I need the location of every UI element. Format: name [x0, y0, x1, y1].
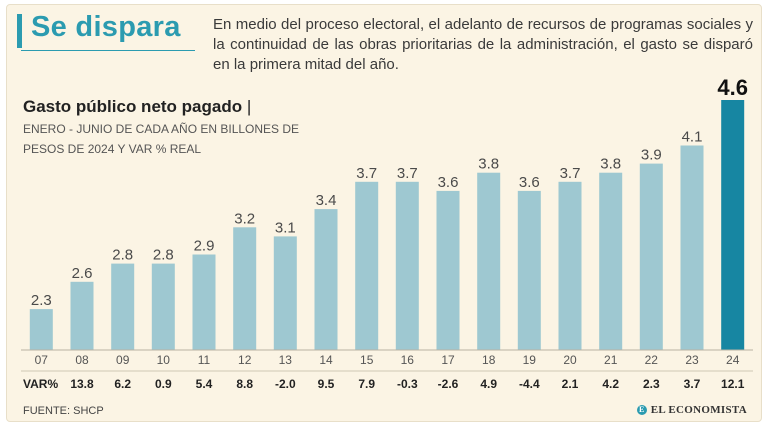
- source-note: FUENTE: SHCP: [23, 405, 104, 417]
- headline: Se dispara: [31, 11, 181, 43]
- value-label-09: 2.8: [112, 247, 133, 264]
- bar-chart: 2.3 2.6 2.8 2.8 2.9 3.2 3.1 3.4 3.7 3.7 3.6 3.8 3.6 3…: [21, 75, 753, 391]
- x-tick-20: 20: [563, 353, 577, 367]
- var-header-label: VAR%: [23, 377, 58, 391]
- chart-title: Gasto público neto pagado |: [23, 97, 251, 117]
- var-value-17: -2.6: [438, 377, 459, 391]
- x-tick-18: 18: [482, 353, 496, 367]
- bar-20: [558, 181, 582, 350]
- deck-text: En medio del proceso electoral, el adela…: [213, 16, 753, 73]
- bar-23: [680, 145, 704, 350]
- var-value-21: 4.2: [602, 377, 619, 391]
- x-tick-labels-layer: 07 08 09 10 11 12 13 14 15 16 17 18 19 20 21 22 23 24: [35, 353, 740, 367]
- brand-mark-icon: E: [636, 405, 647, 415]
- headline-accent-bar: [17, 14, 22, 48]
- bar-15: [355, 181, 379, 350]
- value-label-19: 3.6: [519, 174, 540, 191]
- x-tick-08: 08: [75, 353, 89, 367]
- var-value-11: 5.4: [196, 377, 213, 391]
- x-tick-23: 23: [685, 353, 699, 367]
- brand-logo: E EL ECONOMISTA: [636, 404, 747, 416]
- var-value-13: -2.0: [275, 377, 296, 391]
- var-value-12: 8.8: [236, 377, 253, 391]
- value-label-15: 3.7: [356, 165, 377, 182]
- x-tick-16: 16: [401, 353, 415, 367]
- bar-12: [233, 227, 257, 350]
- x-tick-13: 13: [279, 353, 293, 367]
- bar-16: [395, 181, 419, 350]
- var-value-20: 2.1: [562, 377, 579, 391]
- bar-09: [111, 263, 135, 350]
- brand-name: EL ECONOMISTA: [650, 404, 747, 416]
- bar-14: [314, 209, 338, 350]
- value-label-16: 3.7: [397, 165, 418, 182]
- bar-08: [70, 281, 94, 350]
- x-tick-24: 24: [726, 353, 740, 367]
- value-labels-layer: 2.3 2.6 2.8 2.8 2.9 3.2 3.1 3.4 3.7 3.7 3.6 3.8 3.6 3…: [31, 75, 748, 309]
- var-value-15: 7.9: [358, 377, 375, 391]
- x-tick-12: 12: [238, 353, 252, 367]
- chart-subtitle: Enero - junio de cada año en billones de…: [23, 122, 300, 156]
- value-label-18: 3.8: [478, 156, 499, 173]
- var-value-08: 13.8: [70, 377, 94, 391]
- chart-title-separator: |: [246, 97, 252, 116]
- var-value-14: 9.5: [318, 377, 335, 391]
- value-label-22: 3.9: [641, 147, 662, 164]
- x-tick-07: 07: [35, 353, 49, 367]
- x-tick-09: 09: [116, 353, 130, 367]
- value-label-21: 3.8: [600, 156, 621, 173]
- value-label-11: 2.9: [194, 238, 215, 255]
- infographic-card: Se dispara En medio del proceso electora…: [6, 4, 762, 422]
- x-tick-17: 17: [441, 353, 455, 367]
- var-value-10: 0.9: [155, 377, 172, 391]
- bar-24: [721, 100, 745, 350]
- value-label-17: 3.6: [438, 174, 459, 191]
- x-tick-11: 11: [198, 353, 211, 367]
- bar-11: [192, 254, 216, 350]
- value-label-07: 2.3: [31, 292, 52, 309]
- value-label-14: 3.4: [316, 192, 337, 209]
- bar-10: [151, 263, 175, 350]
- x-tick-19: 19: [523, 353, 537, 367]
- x-tick-14: 14: [319, 353, 333, 367]
- bar-18: [477, 172, 501, 350]
- chart-title-text: Gasto público neto pagado: [23, 97, 243, 116]
- value-label-12: 3.2: [234, 210, 255, 227]
- value-label-23: 4.1: [682, 129, 703, 146]
- x-tick-21: 21: [604, 353, 618, 367]
- x-tick-15: 15: [360, 353, 374, 367]
- x-tick-10: 10: [157, 353, 171, 367]
- bar-13: [273, 236, 297, 350]
- x-tick-22: 22: [645, 353, 659, 367]
- var-value-23: 3.7: [684, 377, 701, 391]
- bar-07: [29, 309, 53, 350]
- value-label-20: 3.7: [560, 165, 581, 182]
- bar-19: [517, 190, 541, 350]
- var-value-18: 4.9: [480, 377, 497, 391]
- var-value-19: -4.4: [519, 377, 540, 391]
- value-label-08: 2.6: [72, 265, 93, 282]
- var-values-layer: 13.8 6.2 0.9 5.4 8.8 -2.0 9.5 7.9 -0.3 -2.6 4.9 -4.…: [70, 377, 744, 391]
- var-value-09: 6.2: [114, 377, 131, 391]
- var-value-22: 2.3: [643, 377, 660, 391]
- value-label-24: 4.6: [717, 75, 748, 100]
- bar-21: [599, 172, 623, 350]
- bar-17: [436, 190, 460, 350]
- value-label-10: 2.8: [153, 247, 174, 264]
- var-value-16: -0.3: [397, 377, 418, 391]
- headline-divider: [21, 50, 195, 51]
- var-value-24: 12.1: [721, 377, 745, 391]
- value-label-13: 3.1: [275, 219, 296, 236]
- bar-22: [639, 163, 663, 350]
- bars-layer: [29, 100, 745, 350]
